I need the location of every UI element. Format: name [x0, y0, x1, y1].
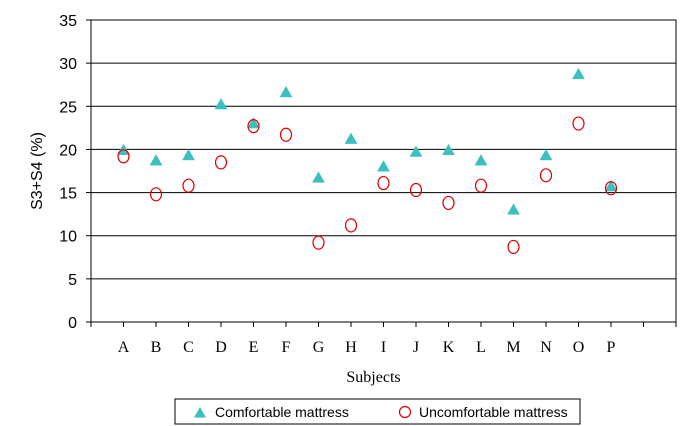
x-tick-label-C: C [183, 339, 194, 356]
point-uncomfortable-D [214, 155, 228, 170]
y-tick-label-0: 0 [68, 315, 77, 332]
x-tick-label-O: O [573, 339, 585, 356]
point-comfortable-L [474, 154, 488, 166]
point-uncomfortable-C [182, 178, 195, 193]
x-tick-label-D: D [215, 339, 227, 356]
y-tick-label-10: 10 [59, 229, 77, 246]
point-comfortable-K [442, 143, 455, 156]
x-tick-label-G: G [313, 339, 325, 356]
point-comfortable-B [149, 154, 163, 166]
point-uncomfortable-E [247, 119, 260, 134]
legend-marker-uncomfortable [398, 405, 412, 419]
point-uncomfortable-H [344, 218, 358, 233]
legend-marker-comfortable [194, 407, 206, 418]
x-axis-label: Subjects [346, 369, 400, 386]
point-comfortable-G [312, 171, 325, 183]
point-comfortable-F [279, 85, 293, 98]
x-tick-label-J: J [413, 339, 419, 356]
point-uncomfortable-G [312, 235, 325, 250]
y-axis-label: S3+S4 (%) [29, 132, 46, 210]
point-comfortable-N [539, 148, 553, 161]
point-comfortable-O [572, 67, 585, 80]
point-comfortable-D [214, 98, 228, 110]
x-tick-label-B: B [151, 339, 162, 356]
data-points [117, 67, 618, 255]
point-uncomfortable-P [604, 181, 618, 196]
y-tick-label-25: 25 [59, 99, 77, 116]
point-comfortable-H [344, 132, 358, 144]
y-tick-label-15: 15 [59, 186, 77, 203]
x-tick-label-L: L [476, 339, 486, 356]
x-tick-labels: A B C D E F G H I J K L M N O P [90, 322, 677, 356]
point-comfortable-I [377, 160, 390, 172]
x-tick-label-F: F [282, 339, 291, 356]
legend: Comfortable mattress Uncomfortable mattr… [174, 398, 581, 425]
point-comfortable-J [409, 145, 423, 157]
point-comfortable-E [247, 117, 260, 129]
y-tick-label-30: 30 [59, 56, 77, 73]
x-tick-label-A: A [118, 339, 130, 356]
point-uncomfortable-O [572, 116, 585, 131]
point-comfortable-M [507, 203, 520, 215]
legend-box [174, 398, 581, 425]
legend-label-uncomfortable: Uncomfortable mattress [419, 404, 568, 420]
point-uncomfortable-K [442, 195, 455, 211]
point-uncomfortable-F [279, 127, 293, 142]
x-tick-label-E: E [249, 339, 259, 356]
x-tick-label-H: H [345, 339, 357, 356]
point-uncomfortable-B [149, 187, 163, 202]
x-tick-label-N: N [540, 339, 552, 356]
y-tick-label-35: 35 [59, 13, 77, 30]
y-tick-label-20: 20 [59, 142, 77, 159]
legend-label-comfortable: Comfortable mattress [215, 404, 349, 420]
y-tick-label-5: 5 [68, 272, 77, 289]
plot-area-frame [90, 19, 677, 323]
point-uncomfortable-L [474, 178, 488, 193]
point-uncomfortable-J [409, 182, 423, 198]
y-tick-labels: 0 5 10 15 20 25 30 35 [59, 13, 91, 332]
point-uncomfortable-A [117, 149, 130, 164]
point-uncomfortable-M [507, 239, 520, 255]
point-comfortable-C [182, 148, 195, 161]
x-tick-label-K: K [443, 339, 455, 356]
x-tick-label-P: P [607, 339, 616, 356]
x-tick-label-M: M [506, 339, 520, 356]
point-comfortable-P [604, 180, 618, 192]
point-uncomfortable-I [377, 175, 390, 191]
x-tick-label-I: I [381, 339, 386, 356]
point-uncomfortable-N [539, 168, 553, 183]
